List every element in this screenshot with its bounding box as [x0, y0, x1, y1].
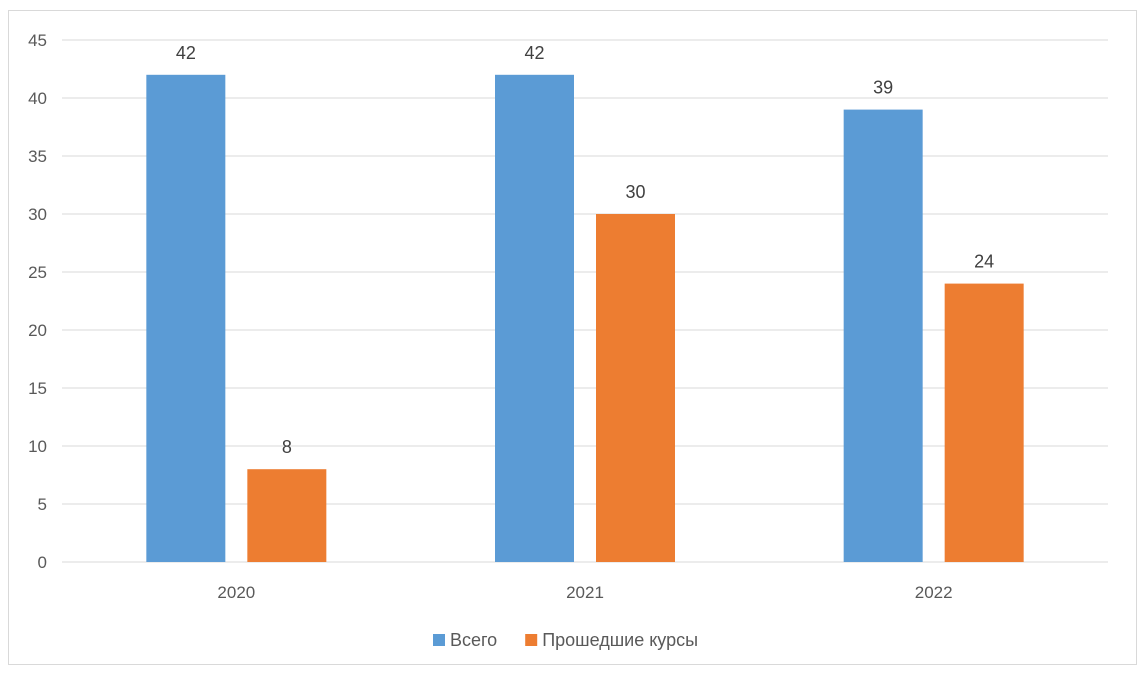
data-label: 42	[176, 43, 196, 63]
y-tick-label: 30	[28, 205, 47, 224]
legend-label: Всего	[450, 630, 497, 650]
legend-label: Прошедшие курсы	[542, 630, 698, 650]
y-tick-label: 40	[28, 89, 47, 108]
data-label: 42	[524, 43, 544, 63]
y-tick-label: 20	[28, 321, 47, 340]
bar	[146, 74, 226, 563]
legend-swatch	[525, 634, 538, 646]
bar	[247, 469, 327, 562]
y-tick-label: 45	[28, 31, 47, 50]
y-tick-label: 15	[28, 379, 47, 398]
y-tick-label: 0	[38, 553, 47, 572]
y-tick-label: 35	[28, 147, 47, 166]
y-tick-label: 10	[28, 437, 47, 456]
y-tick-label: 5	[38, 495, 47, 514]
x-tick-label: 2022	[915, 583, 953, 602]
bar	[596, 214, 675, 562]
bar	[944, 283, 1024, 562]
bar	[843, 109, 923, 562]
x-tick-label: 2021	[566, 583, 604, 602]
data-label: 8	[282, 437, 292, 457]
x-tick-label: 2020	[217, 583, 255, 602]
bar	[495, 74, 574, 563]
y-tick-label: 25	[28, 263, 47, 282]
data-label: 39	[873, 78, 893, 98]
legend-swatch	[433, 634, 445, 646]
data-label: 24	[974, 252, 994, 272]
data-label: 30	[625, 182, 645, 202]
